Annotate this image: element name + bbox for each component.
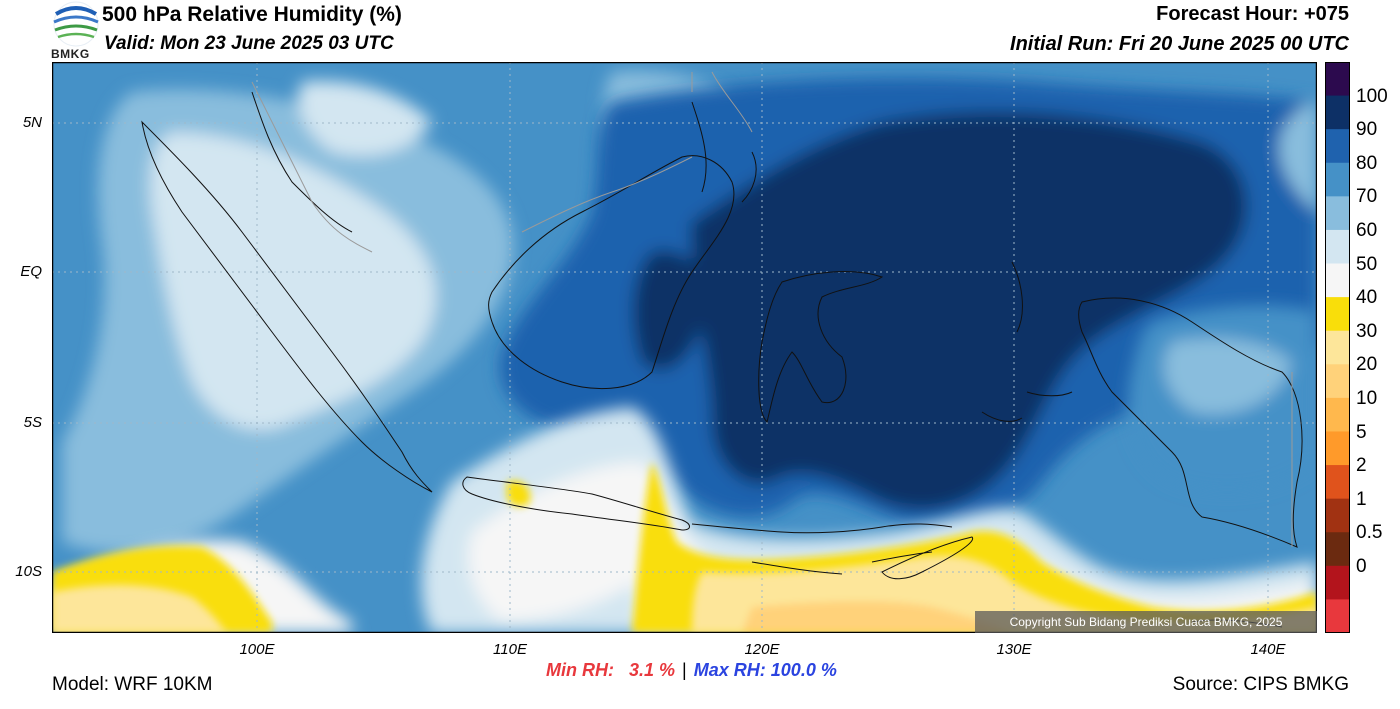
lon-label-130e: 130E (996, 641, 1032, 658)
copyright-notice: Copyright Sub Bidang Prediksi Cuaca BMKG… (975, 611, 1317, 633)
colorbar-label: 50 (1356, 253, 1378, 275)
colorbar-swatch (1325, 129, 1350, 164)
lat-label-10s: 10S (15, 563, 42, 580)
colorbar-swatch (1325, 95, 1350, 130)
colorbar-swatch (1325, 498, 1350, 533)
colorbar-swatch (1325, 465, 1350, 500)
min-max-rh: Min RH: 3.1 % | Max RH: 100.0 % (546, 660, 837, 681)
colorbar-label: 0 (1356, 555, 1367, 577)
lat-label-eq: EQ (20, 263, 42, 280)
lon-label-140e: 140E (1250, 641, 1286, 658)
colorbar-swatch (1325, 297, 1350, 332)
maluku-coastline (981, 261, 1073, 422)
min-max-separator: | (682, 660, 687, 680)
lon-label-110e: 110E (493, 641, 527, 658)
colorbar-label: 80 (1356, 152, 1378, 174)
colorbar-label: 5 (1356, 421, 1367, 443)
lat-label-5n: 5N (22, 114, 42, 131)
colorbar-swatch (1325, 532, 1350, 567)
forecast-hour: Forecast Hour: +075 (1156, 3, 1349, 25)
new-guinea-coastline (1078, 297, 1303, 548)
colorbar-swatch (1325, 397, 1350, 432)
colorbar-frame (1325, 62, 1350, 633)
colorbar-swatch (1325, 62, 1350, 97)
rh-orange-field (52, 555, 1317, 633)
colorbar-label: 10 (1356, 387, 1378, 409)
initial-run: Initial Run: Fri 20 June 2025 00 UTC (1010, 33, 1349, 55)
map-title: 500 hPa Relative Humidity (%) (102, 3, 402, 26)
borders (251, 71, 1293, 547)
model-label: Model: WRF 10KM (52, 674, 213, 695)
borneo-coastline (488, 155, 735, 390)
min-rh-value: 3.1 % (629, 660, 676, 680)
lon-label-100e: 100E (239, 641, 275, 658)
max-rh-value: 100.0 % (770, 660, 837, 680)
colorbar-label: 0.5 (1356, 522, 1383, 544)
colorbar-label: 20 (1356, 354, 1378, 376)
sulawesi-coastline (758, 271, 884, 423)
colorbar-swatch (1325, 565, 1350, 600)
valid-time: Valid: Mon 23 June 2025 03 UTC (104, 33, 394, 54)
source-label: Source: CIPS BMKG (1172, 674, 1349, 695)
map-frame (52, 62, 1317, 633)
colorbar-swatch (1325, 162, 1350, 197)
colorbar-label: 90 (1356, 119, 1378, 141)
philippines-coastline (691, 101, 757, 203)
colorbar-swatch (1325, 330, 1350, 365)
colorbar-swatch (1325, 431, 1350, 466)
colorbar-swatch (1325, 364, 1350, 399)
rh-png-field (1128, 305, 1317, 493)
bmkg-logo (50, 0, 102, 62)
colorbar-label: 1 (1356, 488, 1367, 510)
sumatra-coastline (141, 120, 433, 493)
min-rh-label: Min RH: (546, 660, 614, 680)
lesser-sunda-coastline (691, 523, 953, 575)
lon-label-120e: 120E (744, 641, 780, 658)
coastlines (141, 91, 1303, 628)
colorbar-label: 2 (1356, 455, 1367, 477)
java-coastline (462, 476, 690, 531)
colorbar-label: 70 (1356, 186, 1378, 208)
colorbar-label: 60 (1356, 219, 1378, 241)
colorbar-swatch (1325, 263, 1350, 298)
max-rh-label: Max RH: (693, 660, 766, 680)
humidity-map (52, 62, 1317, 633)
colorbar-swatch (1325, 599, 1350, 633)
malay-peninsula-coastline (251, 91, 353, 233)
colorbar-swatch (1325, 229, 1350, 265)
logo-text: BMKG (51, 47, 90, 61)
colorbar-label: 30 (1356, 320, 1378, 342)
colorbar-swatch (1325, 196, 1350, 231)
lat-label-5s: 5S (23, 414, 42, 431)
timor-coastline (881, 536, 974, 580)
colorbar-label: 100 (1356, 85, 1388, 107)
colorbar-label: 40 (1356, 287, 1378, 309)
colorbar (1325, 62, 1350, 633)
